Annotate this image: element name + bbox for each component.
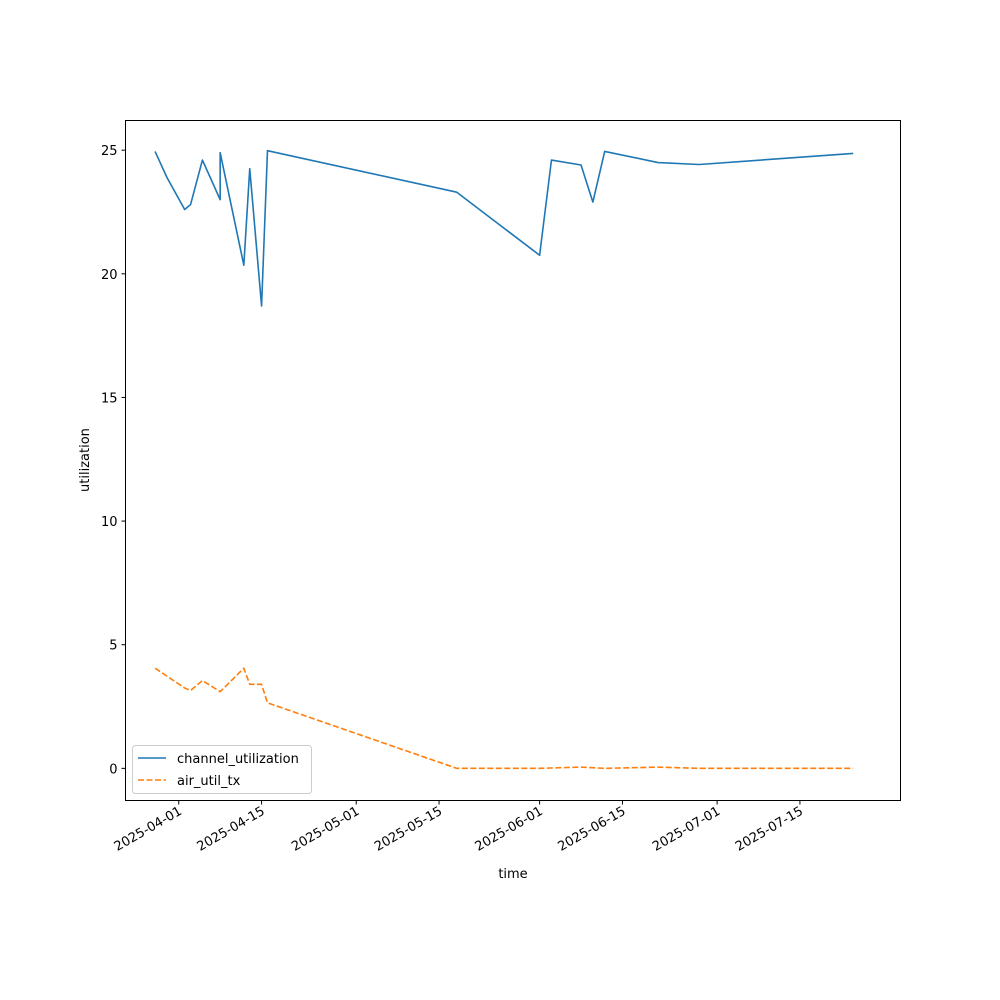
x-axis: 2025-04-01 2025-04-15 2025-05-01 2025-05-15… — [112, 800, 806, 855]
y-tick-label: 5 — [109, 639, 117, 654]
x-tick-label: 2025-04-15 — [195, 804, 268, 855]
x-tick-label: 2025-05-01 — [289, 804, 362, 855]
plot-data — [154, 149, 854, 770]
x-tick-label: 2025-05-15 — [372, 804, 445, 855]
x-tick-label: 2025-06-01 — [473, 804, 546, 855]
legend-label: air_util_tx — [177, 774, 241, 789]
y-tick-label: 15 — [101, 391, 118, 406]
y-tick-label: 20 — [101, 268, 118, 283]
legend-label: channel_utilization — [177, 752, 299, 767]
x-tick-label: 2025-04-01 — [112, 804, 185, 855]
x-axis-label: time — [498, 867, 527, 882]
x-tick-label: 2025-06-15 — [556, 804, 629, 855]
y-tick-label: 0 — [109, 762, 117, 777]
y-axis-label: utilization — [78, 428, 93, 492]
y-tick-label: 25 — [101, 144, 118, 159]
legend-box — [132, 745, 312, 794]
legend: channel_utilization air_util_tx — [132, 745, 312, 794]
plot-area-frame — [125, 120, 901, 801]
y-axis: 0 5 10 15 20 25 — [101, 144, 126, 777]
x-tick-label: 2025-07-01 — [650, 804, 723, 855]
series-line-channel-utilization — [154, 149, 854, 307]
x-tick-label: 2025-07-15 — [733, 804, 806, 855]
series-line-air-util-tx — [154, 667, 854, 770]
y-tick-label: 10 — [101, 515, 118, 530]
